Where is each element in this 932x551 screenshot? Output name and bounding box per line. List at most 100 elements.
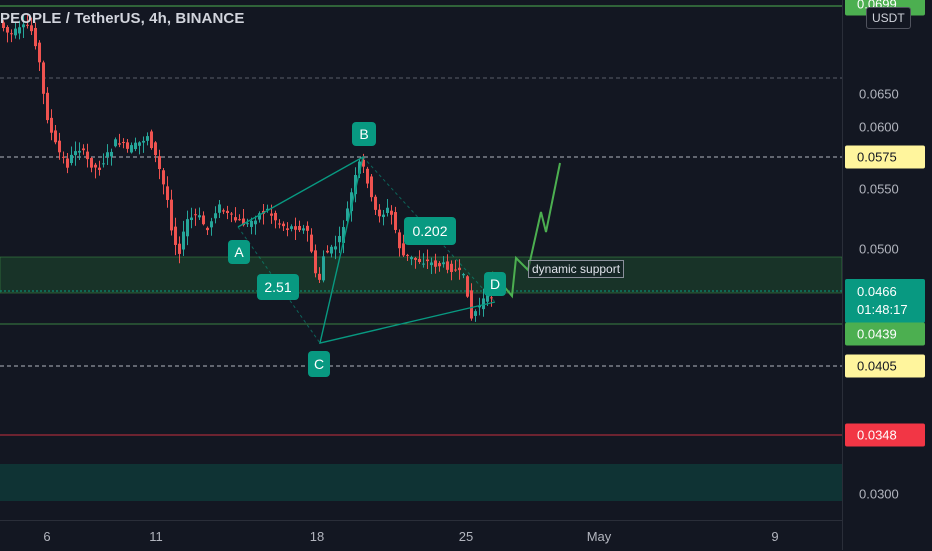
candle-body-39: [158, 156, 161, 170]
candle-body-61: [246, 223, 249, 225]
candle-body-94: [378, 209, 381, 217]
candle-body-106: [426, 259, 429, 262]
time-label-9: 9: [771, 529, 779, 544]
support-zone: [0, 256, 842, 294]
candle-body-57: [230, 213, 233, 215]
candle-body-60: [242, 218, 245, 226]
candle-body-97: [390, 210, 393, 215]
candle-body-50: [202, 215, 205, 225]
currency-button[interactable]: USDT: [866, 7, 911, 29]
candle-body-105: [422, 263, 425, 265]
candle-body-1: [6, 27, 9, 33]
candle-body-18: [74, 151, 77, 156]
candle-body-69: [278, 223, 281, 225]
candle-body-71: [286, 228, 289, 230]
candle-body-5: [22, 24, 25, 28]
candle-body-91: [366, 168, 369, 184]
pattern-label-a: A: [228, 240, 250, 264]
price-axis[interactable]: 0.0699 0.0650 0.0600 0.0575 0.0550 0.050…: [842, 0, 932, 550]
candle-body-31: [126, 142, 129, 149]
candle-body-66: [266, 208, 269, 211]
candle-body-72: [290, 226, 293, 229]
candle-body-44: [178, 243, 181, 254]
candle-body-75: [302, 228, 305, 231]
candle-body-56: [226, 210, 229, 214]
price-tick-0300: 0.0300: [859, 486, 899, 502]
chart-area[interactable]: PEOPLE / TetherUS, 4h, BINANCE B A C D 2…: [0, 0, 842, 520]
candle-body-40: [162, 170, 165, 185]
candle-body-37: [150, 131, 153, 149]
candle-body-59: [238, 219, 241, 221]
candle-body-27: [110, 151, 113, 157]
candle-body-117: [470, 290, 473, 319]
price-tick-0650: 0.0650: [859, 86, 899, 102]
time-axis[interactable]: 6 11 18 25 May 9: [0, 520, 842, 551]
candle-body-54: [218, 204, 221, 213]
candle-body-74: [298, 225, 301, 231]
candle-body-76: [306, 225, 309, 231]
candle-body-93: [374, 196, 377, 210]
candle-body-85: [342, 227, 345, 243]
candle-body-32: [130, 145, 133, 153]
candle-body-19: [78, 150, 81, 153]
candle-body-64: [258, 213, 261, 220]
candle-body-84: [338, 236, 341, 243]
symbol-title: PEOPLE / TetherUS, 4h, BINANCE: [0, 10, 245, 27]
pattern-label-c: C: [308, 351, 330, 377]
candle-body-67: [270, 213, 273, 216]
candle-body-12: [50, 117, 53, 133]
candle-body-112: [450, 263, 453, 272]
candle-body-38: [154, 142, 157, 156]
candle-body-24: [98, 167, 101, 170]
candle-body-49: [198, 215, 201, 218]
candle-body-41: [166, 186, 169, 200]
candle-body-109: [438, 263, 441, 267]
candle-body-55: [222, 210, 225, 212]
candle-body-21: [86, 151, 89, 160]
candle-body-111: [446, 261, 449, 270]
candle-body-14: [58, 140, 61, 153]
candle-body-17: [70, 154, 73, 164]
candle-body-13: [54, 130, 57, 143]
candle-body-4: [18, 27, 21, 34]
candle-body-77: [310, 234, 313, 252]
pattern-lines: [237, 155, 496, 344]
current-price-tag: 0.0466 01:48:17: [845, 279, 925, 323]
candle-body-98: [394, 212, 397, 230]
candle-body-118: [474, 311, 477, 316]
candle-body-104: [418, 258, 421, 263]
candle-body-7: [30, 25, 33, 32]
candle-body-34: [138, 142, 141, 146]
candles: [2, 14, 493, 322]
candle-body-108: [434, 260, 437, 267]
price-tag-0405: 0.0405: [845, 354, 925, 378]
candle-body-99: [398, 232, 401, 249]
candle-body-70: [282, 223, 285, 227]
candle-body-101: [406, 254, 409, 256]
price-tag-0439: 0.0439: [845, 322, 925, 346]
candle-body-62: [250, 220, 253, 227]
candle-body-116: [466, 276, 469, 297]
time-label-25: 25: [458, 529, 474, 544]
price-tag-0348: 0.0348: [845, 423, 925, 447]
price-tick-0550: 0.0550: [859, 181, 899, 197]
candle-body-22: [90, 158, 93, 168]
candle-body-23: [94, 164, 97, 168]
candle-body-89: [358, 161, 361, 174]
demand-zone: [0, 464, 842, 501]
chart-canvas[interactable]: [0, 0, 842, 520]
candle-body-35: [142, 140, 145, 143]
candle-body-20: [82, 148, 85, 151]
candle-body-16: [66, 158, 69, 168]
candle-body-73: [294, 226, 297, 230]
candle-body-78: [314, 250, 317, 274]
candle-body-46: [186, 219, 189, 237]
price-tick-0600: 0.0600: [859, 119, 899, 135]
ratio-label-xb: 2.51: [257, 274, 299, 300]
candle-body-63: [254, 220, 257, 225]
candle-body-11: [46, 92, 49, 121]
candle-body-6: [26, 24, 29, 26]
current-price-value: 0.0466: [857, 284, 897, 299]
candle-body-28: [114, 139, 117, 147]
candle-body-122: [490, 297, 493, 299]
